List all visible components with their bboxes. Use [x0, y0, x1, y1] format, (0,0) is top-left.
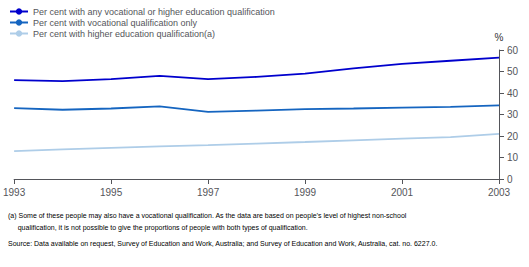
svg-text:Source: Data available on requ: Source: Data available on request, Surve… [8, 240, 437, 248]
svg-text:2001: 2001 [391, 187, 414, 198]
svg-text:50: 50 [507, 66, 519, 77]
svg-text:1993: 1993 [3, 187, 26, 198]
svg-text:1997: 1997 [197, 187, 220, 198]
svg-text:Per cent with any vocational o: Per cent with any vocational or higher e… [33, 7, 275, 17]
svg-text:60: 60 [507, 45, 519, 56]
svg-text:Per cent with higher education: Per cent with higher education qualifica… [33, 29, 215, 39]
svg-text:%: % [495, 32, 504, 43]
svg-text:2003: 2003 [488, 187, 511, 198]
svg-text:1995: 1995 [100, 187, 123, 198]
svg-text:1999: 1999 [294, 187, 317, 198]
svg-text:qualification, it is not possi: qualification, it is not possible to giv… [8, 224, 308, 232]
svg-text:0: 0 [507, 174, 513, 185]
svg-text:Per cent with vocational quali: Per cent with vocational qualification o… [33, 18, 198, 28]
svg-text:10: 10 [507, 152, 519, 163]
svg-text:(a) Some of these people may a: (a) Some of these people may also have a… [8, 212, 407, 220]
svg-text:30: 30 [507, 109, 519, 120]
svg-text:40: 40 [507, 88, 519, 99]
svg-text:20: 20 [507, 131, 519, 142]
